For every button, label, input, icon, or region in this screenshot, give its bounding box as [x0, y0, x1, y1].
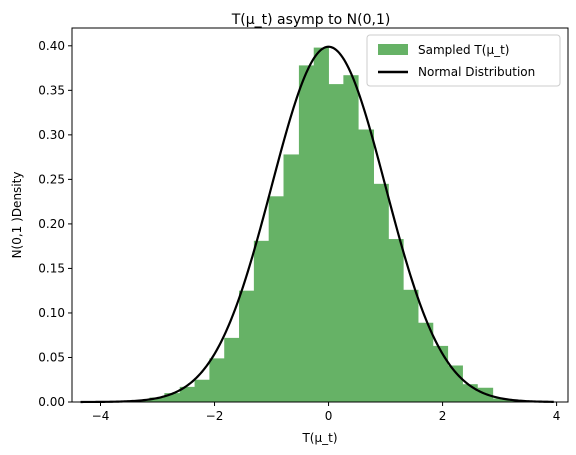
- histogram-bar-14: [343, 75, 359, 402]
- histogram-bar-12: [313, 47, 329, 403]
- chart-title: T(μ_t) asymp to N(0,1): [231, 12, 391, 28]
- y-tick-label: 0.40: [38, 39, 65, 53]
- y-axis-title: N(0,1 )Density: [10, 172, 24, 259]
- histogram-bar-1: [149, 397, 165, 402]
- normal-curve-layer: [80, 45, 554, 404]
- y-tick-label: 0.05: [38, 350, 65, 364]
- y-tick-label: 0.20: [38, 217, 65, 231]
- y-tick-label: 0.10: [38, 306, 65, 320]
- normal-distribution-curve: [80, 45, 554, 404]
- histogram-bar-13: [328, 84, 344, 402]
- histogram-bars: [134, 47, 524, 403]
- y-tick-label: 0.00: [38, 395, 65, 409]
- x-tick-label: 4: [553, 409, 561, 423]
- x-tick-label: 0: [325, 409, 333, 423]
- y-tick-label: 0.25: [38, 172, 65, 186]
- histogram-bar-24: [492, 398, 508, 402]
- y-tick-label: 0.30: [38, 128, 65, 142]
- histogram-bar-5: [209, 358, 225, 402]
- histogram-bar-7: [239, 290, 255, 402]
- histogram-bar-6: [224, 337, 240, 402]
- legend-frame: [366, 34, 561, 87]
- legend-label-histogram: Sampled T(μ_t): [418, 43, 509, 57]
- histogram-bar-20: [432, 345, 449, 402]
- x-axis-title: T(μ_t): [301, 431, 337, 445]
- histogram-bar-11: [298, 65, 315, 403]
- x-axis-ticks: −4 −2 0 2 4: [92, 402, 561, 423]
- x-tick-label: 2: [439, 409, 447, 423]
- histogram-bar-9: [268, 196, 284, 402]
- legend-label-normal: Normal Distribution: [418, 65, 535, 79]
- y-tick-label: 0.35: [38, 83, 65, 97]
- histogram-bar-19: [418, 322, 434, 402]
- legend: Sampled T(μ_t) Normal Distribution: [366, 34, 561, 87]
- histogram-bar-2: [164, 393, 181, 402]
- histogram-bar-18: [403, 289, 419, 402]
- y-tick-label: 0.15: [38, 261, 65, 275]
- x-tick-label: −4: [92, 409, 110, 423]
- plot-frame: [71, 27, 569, 403]
- histogram-bar-17: [388, 239, 404, 402]
- histogram-bar-4: [194, 379, 210, 402]
- histogram-bar-15: [358, 129, 374, 402]
- y-axis-ticks: 0.00 0.05 0.10 0.15 0.20 0.25 0.30 0.35 0.40: [38, 39, 72, 409]
- x-tick-label: −2: [206, 409, 224, 423]
- histogram-bar-16: [373, 183, 389, 402]
- histogram-bar-3: [179, 386, 195, 402]
- histogram-bar-8: [253, 240, 270, 402]
- legend-swatch-histogram: [378, 44, 408, 55]
- histogram-bar-10: [283, 154, 300, 402]
